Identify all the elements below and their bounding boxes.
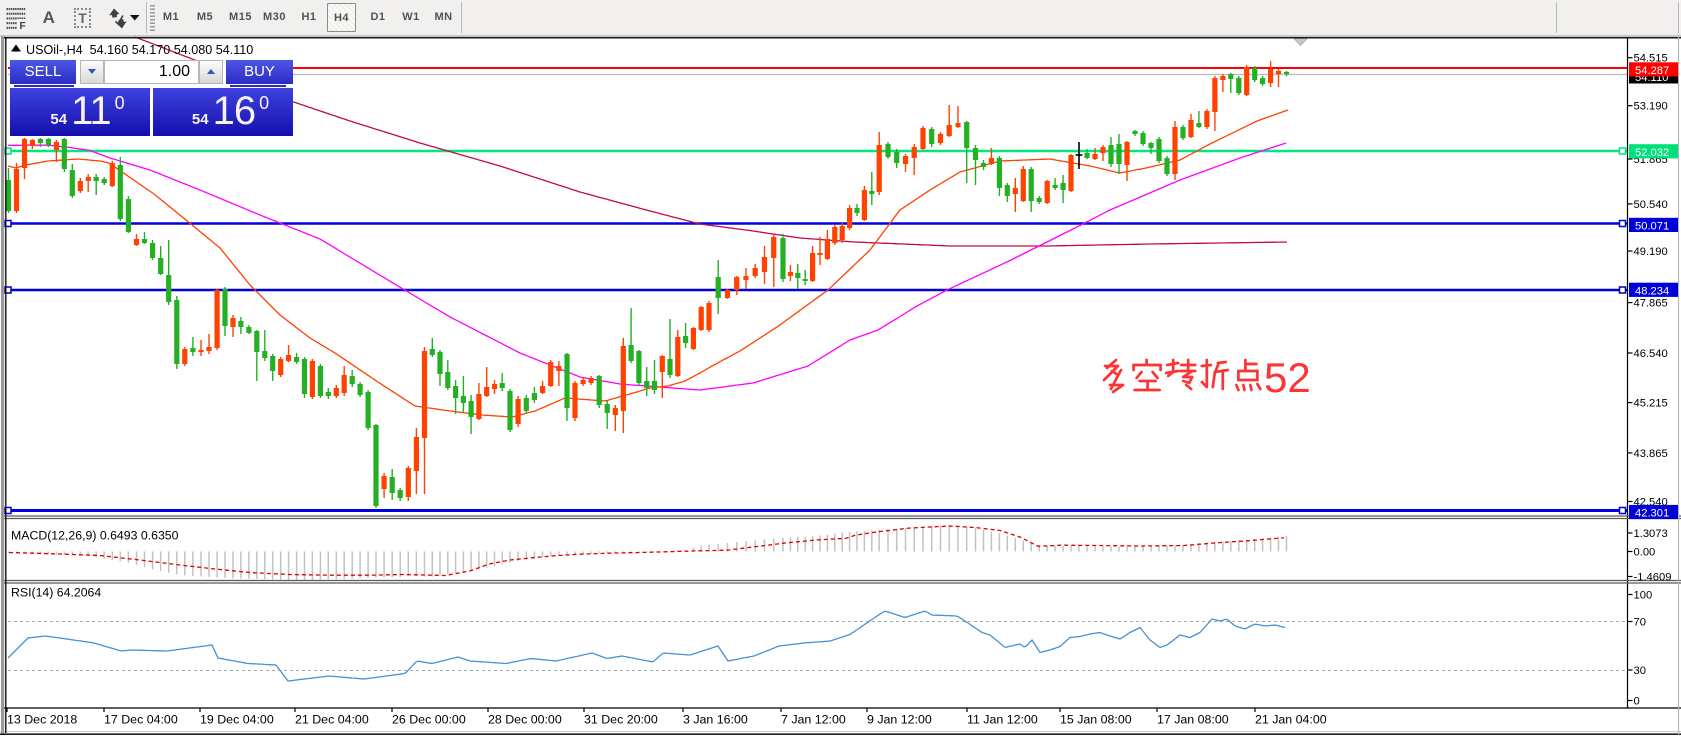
svg-text:28 Dec 00:00: 28 Dec 00:00 [488,713,562,727]
svg-text:54.515: 54.515 [1634,53,1668,65]
svg-text:48.234: 48.234 [1635,285,1669,297]
svg-text:RSI(14) 64.2064: RSI(14) 64.2064 [11,586,101,600]
svg-text:7 Jan 12:00: 7 Jan 12:00 [781,713,846,727]
svg-text:F: F [20,21,26,30]
svg-text:17 Jan 08:00: 17 Jan 08:00 [1157,713,1229,727]
svg-text:17 Dec 04:00: 17 Dec 04:00 [104,713,178,727]
svg-text:43.865: 43.865 [1634,448,1668,460]
svg-text:9 Jan 12:00: 9 Jan 12:00 [867,713,932,727]
svg-text:USOil-,H4 54.160 54.170 54.08: USOil-,H4 54.160 54.170 54.080 54.110 [26,43,253,57]
svg-text:11 Jan 12:00: 11 Jan 12:00 [967,713,1038,727]
svg-text:3 Jan 16:00: 3 Jan 16:00 [683,713,748,727]
svg-text:52.032: 52.032 [1635,147,1669,159]
svg-text:30: 30 [1634,665,1646,677]
svg-text:21 Dec 04:00: 21 Dec 04:00 [295,713,369,727]
svg-text:26 Dec 00:00: 26 Dec 00:00 [392,713,466,727]
svg-text:52: 52 [1264,354,1311,401]
svg-text:0.00: 0.00 [1634,547,1656,559]
svg-text:MACD(12,26,9) 0.6493 0.6350: MACD(12,26,9) 0.6493 0.6350 [11,529,179,543]
svg-text:42.301: 42.301 [1635,508,1669,520]
svg-text:31 Dec 20:00: 31 Dec 20:00 [584,713,658,727]
svg-text:0: 0 [1634,696,1640,708]
svg-text:54.287: 54.287 [1635,65,1669,77]
svg-text:100: 100 [1634,590,1653,602]
svg-text:50.540: 50.540 [1634,199,1668,211]
svg-text:-1.4609: -1.4609 [1634,572,1672,584]
svg-text:45.215: 45.215 [1634,398,1668,410]
svg-text:21 Jan 04:00: 21 Jan 04:00 [1255,713,1327,727]
svg-text:70: 70 [1634,617,1646,629]
svg-text:1.3073: 1.3073 [1634,528,1668,540]
svg-text:46.540: 46.540 [1634,348,1668,360]
svg-text:19 Dec 04:00: 19 Dec 04:00 [200,713,274,727]
svg-text:49.190: 49.190 [1634,246,1668,258]
svg-text:13 Dec 2018: 13 Dec 2018 [7,713,77,727]
svg-text:50.071: 50.071 [1635,221,1669,233]
svg-text:15 Jan 08:00: 15 Jan 08:00 [1060,713,1132,727]
svg-text:47.865: 47.865 [1634,298,1668,310]
svg-text:53.190: 53.190 [1634,101,1668,113]
